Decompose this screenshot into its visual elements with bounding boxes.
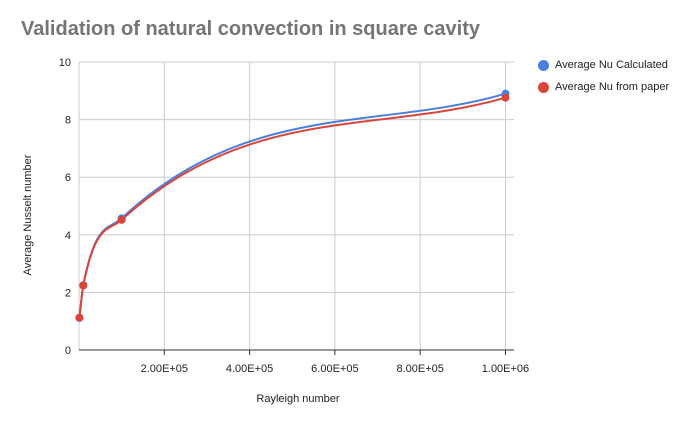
tick-labels: 0 2 4 6 8 10 2.00E+05 4.00E+05 6.00E+05 8.00E+05 1… <box>59 57 529 375</box>
legend-swatch-paper <box>538 81 549 93</box>
axes <box>79 349 514 355</box>
data-point-1-1 <box>79 281 88 290</box>
grid <box>78 61 514 350</box>
x-tick-label: 1.00E+06 <box>482 363 529 375</box>
y-tick-label: 10 <box>59 57 71 69</box>
x-tick-label: 6.00E+05 <box>311 363 358 375</box>
y-tick-label: 6 <box>65 172 71 184</box>
legend-item-paper: Average Nu from paper <box>538 76 669 98</box>
x-tick-label: 4.00E+05 <box>226 363 273 375</box>
series-layer <box>75 89 510 322</box>
x-tick-label: 8.00E+05 <box>396 363 443 375</box>
data-point-1-0 <box>75 313 84 322</box>
series-line-0 <box>78 92 506 318</box>
y-tick-label: 0 <box>65 345 71 357</box>
legend-label-paper: Average Nu from paper <box>555 81 670 93</box>
data-point-1-3 <box>501 93 510 102</box>
y-tick-label: 8 <box>65 115 71 127</box>
legend: Average Nu Calculated Average Nu from pa… <box>538 54 669 98</box>
y-tick-label: 4 <box>65 230 71 242</box>
legend-label-calculated: Average Nu Calculated <box>555 59 668 71</box>
chart-title: Validation of natural convection in squa… <box>21 18 481 40</box>
data-point-1-2 <box>117 215 126 224</box>
x-tick-label: 2.00E+05 <box>141 363 188 375</box>
legend-item-calculated: Average Nu Calculated <box>538 54 669 76</box>
legend-swatch-calculated <box>538 59 549 71</box>
x-axis-label: Rayleigh number <box>256 393 339 405</box>
y-tick-label: 2 <box>65 287 71 299</box>
y-axis-label: Average Nusselt number <box>22 154 34 275</box>
